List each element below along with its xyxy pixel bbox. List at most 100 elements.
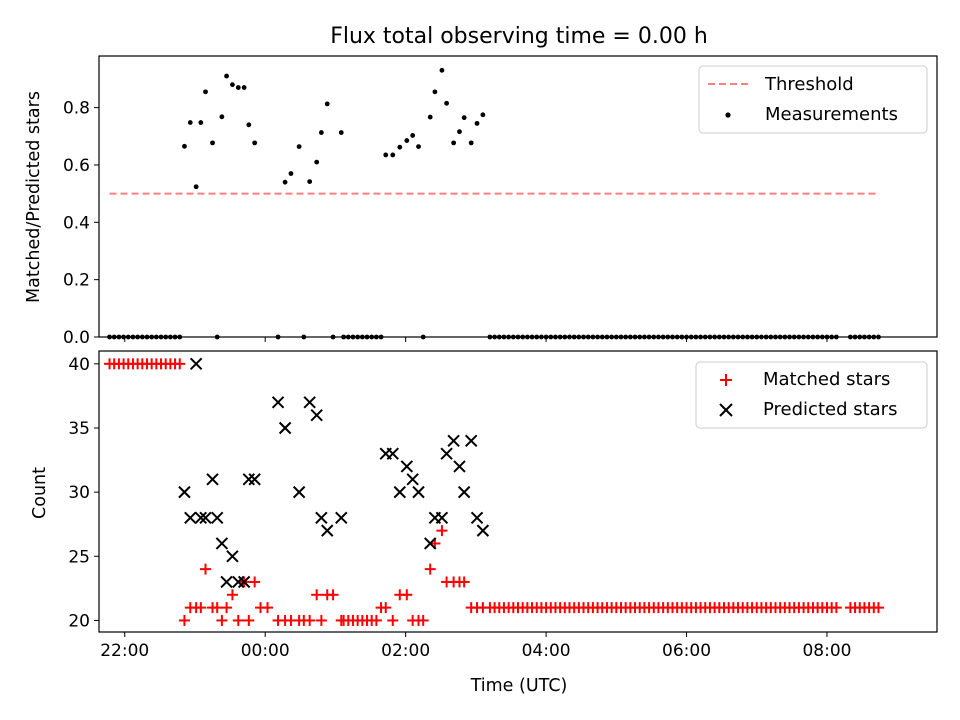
measurement-point xyxy=(698,334,703,340)
matched-star-point xyxy=(232,614,244,626)
matched-star-point xyxy=(370,614,382,626)
bottom-y-tick-label: 20 xyxy=(68,611,90,631)
measurement-point xyxy=(585,334,591,340)
x-tick-label: 02:00 xyxy=(381,641,430,661)
predicted-star-point xyxy=(206,473,219,486)
measurement-point xyxy=(369,334,375,340)
measurement-point xyxy=(805,334,811,340)
measurement-point xyxy=(444,100,450,106)
measurement-point xyxy=(492,334,497,340)
measurement-point xyxy=(506,334,512,340)
measurement-point xyxy=(416,144,421,150)
measurement-point xyxy=(235,85,241,90)
threshold-legend-label: Threshold xyxy=(764,74,854,95)
predicted-star-point xyxy=(194,511,208,525)
measurement-point xyxy=(660,334,666,340)
predicted-star-point xyxy=(440,447,453,460)
bottom-y-tick-label: 35 xyxy=(68,419,90,439)
matched-legend-label: Matched stars xyxy=(763,369,890,390)
measurement-point xyxy=(524,334,530,340)
measurement-point xyxy=(581,334,586,340)
measurement-point xyxy=(341,334,347,340)
measurement-point xyxy=(203,89,208,95)
measurement-point xyxy=(553,334,558,340)
measurement-point xyxy=(604,334,610,340)
measurement-point xyxy=(198,120,204,125)
measurement-point xyxy=(576,334,582,340)
measurement-point xyxy=(439,67,445,73)
predicted-star-point xyxy=(400,460,414,473)
matched-star-point xyxy=(872,602,884,614)
predicted-star-point xyxy=(386,447,399,460)
measurement-point xyxy=(651,334,657,340)
x-tick-label: 08:00 xyxy=(802,641,851,661)
measurement-point xyxy=(163,334,169,340)
predicted-star-point xyxy=(476,524,490,537)
measurement-point xyxy=(656,334,661,340)
measurement-point xyxy=(670,334,675,340)
measurement-point xyxy=(557,334,563,340)
measurements-legend-label: Measurements xyxy=(765,104,898,125)
measurement-point xyxy=(693,334,699,340)
measurement-point xyxy=(763,334,769,340)
measurement-point xyxy=(749,334,755,340)
measurement-point xyxy=(871,334,877,340)
x-axis-label: Time (UTC) xyxy=(470,676,568,696)
top-y-tick-label: 0.2 xyxy=(63,271,90,291)
predicted-star-point xyxy=(315,511,328,525)
measurement-point xyxy=(759,334,764,340)
matched-star-point xyxy=(249,576,261,588)
measurement-point xyxy=(501,334,507,340)
measurement-point xyxy=(107,334,112,340)
matched-star-point xyxy=(221,602,233,614)
predicted-star-point xyxy=(211,511,224,525)
predicted-star-point xyxy=(335,511,348,525)
measurement-point xyxy=(241,85,247,90)
measurement-point xyxy=(810,334,816,340)
measurement-point xyxy=(548,334,554,340)
measurement-point xyxy=(632,334,638,340)
measurement-point xyxy=(338,130,344,135)
predicted-star-point xyxy=(470,511,484,525)
top-y-tick-label: 0.4 xyxy=(63,213,90,233)
measurement-point xyxy=(768,334,774,340)
measurement-point xyxy=(330,334,336,340)
measurement-point xyxy=(182,143,187,149)
measurement-point xyxy=(404,138,410,143)
measurement-point xyxy=(862,334,867,340)
measurement-point xyxy=(567,334,572,340)
measurement-point xyxy=(139,334,145,340)
measurement-point xyxy=(373,334,379,340)
predicted-star-point xyxy=(242,473,256,486)
measurement-point xyxy=(712,334,718,340)
measurement-point xyxy=(735,334,741,340)
measurement-point xyxy=(782,334,788,340)
measurement-point xyxy=(390,152,396,158)
measurement-point xyxy=(562,334,568,340)
measurement-point xyxy=(324,101,330,107)
measurement-point xyxy=(623,334,629,340)
matched-star-point xyxy=(315,614,327,626)
measurement-point xyxy=(819,334,825,340)
bottom-y-axis-label: Count xyxy=(30,467,50,519)
bottom-y-tick-label: 30 xyxy=(68,483,90,503)
predicted-star-point xyxy=(447,434,460,448)
measurement-point xyxy=(135,334,141,340)
measurement-point xyxy=(432,89,438,95)
predicted-star-point xyxy=(237,575,251,589)
measurement-point xyxy=(534,334,540,340)
matched-star-point xyxy=(178,614,190,626)
top-y-tick-label: 0.0 xyxy=(63,328,90,348)
measurement-point xyxy=(754,334,760,340)
measurement-point xyxy=(688,334,694,340)
matched-star-point xyxy=(830,602,842,614)
measurement-point xyxy=(144,334,150,340)
matched-star-point xyxy=(226,589,238,601)
measurement-point xyxy=(214,334,220,340)
top-panel: 0.0 0.2 0.4 0.6 0.8 xyxy=(63,55,938,348)
predicted-star-point xyxy=(453,460,466,473)
measurement-point xyxy=(773,334,778,340)
top-legend: Threshold Measurements xyxy=(698,65,928,134)
matched-star-point xyxy=(424,563,436,575)
measurement-point xyxy=(301,334,307,340)
